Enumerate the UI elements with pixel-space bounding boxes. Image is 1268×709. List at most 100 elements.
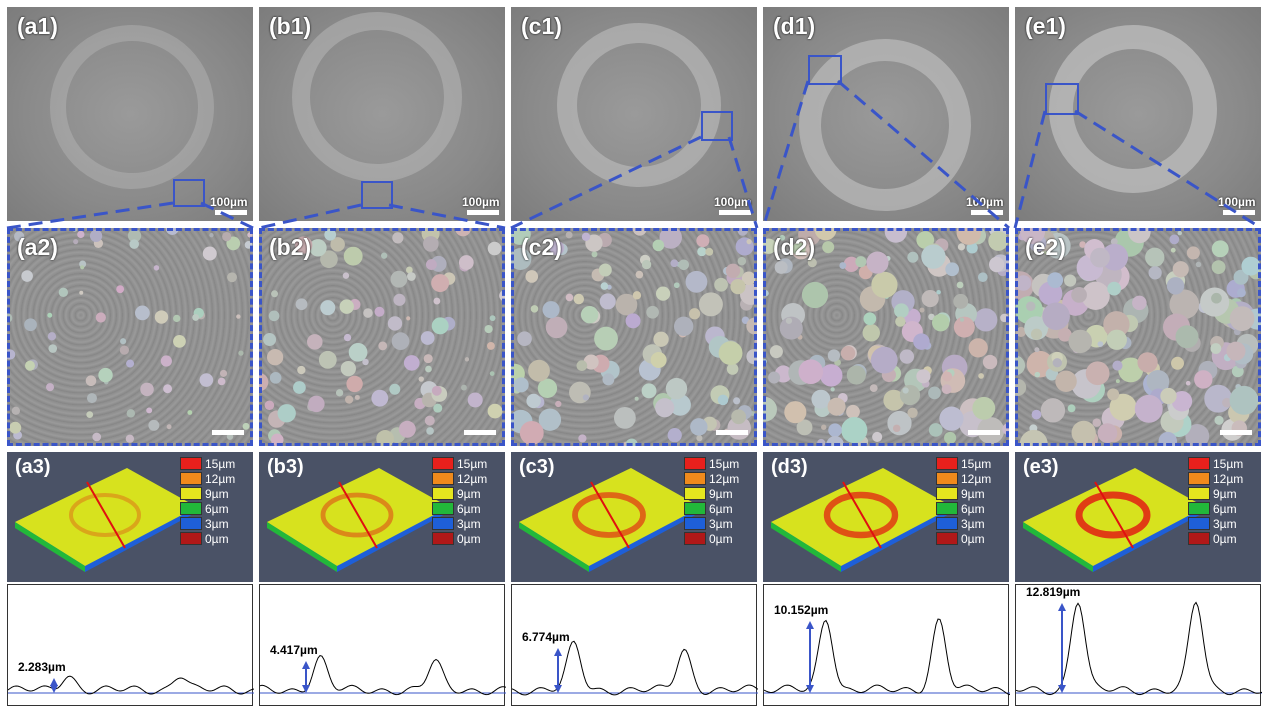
particle bbox=[866, 251, 889, 274]
legend-entry: 9µm bbox=[1188, 486, 1253, 501]
arrow-head-up bbox=[50, 678, 58, 686]
particle bbox=[869, 384, 878, 393]
particle bbox=[1169, 234, 1180, 245]
height-profile-e: 12.819µm bbox=[1015, 584, 1262, 706]
particle bbox=[1170, 247, 1176, 253]
particle bbox=[339, 299, 354, 314]
legend-swatch bbox=[936, 502, 958, 515]
ring-height bbox=[823, 491, 899, 539]
particle bbox=[1055, 370, 1077, 393]
particle bbox=[659, 228, 682, 249]
particle bbox=[406, 316, 411, 321]
zoom-box bbox=[1045, 83, 1079, 115]
panel-label: (c3) bbox=[519, 456, 555, 478]
particle bbox=[959, 317, 965, 322]
legend-entry: 3µm bbox=[1188, 516, 1253, 531]
particle bbox=[839, 262, 847, 269]
zoom-frame bbox=[763, 228, 1009, 446]
legend-label: 9µm bbox=[1213, 486, 1237, 501]
particle bbox=[95, 312, 106, 323]
particle bbox=[1211, 292, 1222, 304]
legend-label: 0µm bbox=[205, 531, 229, 546]
particle bbox=[148, 419, 160, 431]
particle bbox=[343, 246, 363, 266]
particle bbox=[956, 228, 982, 245]
sem-overview-b: (b1) 100µm bbox=[259, 7, 505, 221]
scale-bar-label: 100µm bbox=[966, 195, 1004, 209]
particle bbox=[953, 293, 969, 309]
profile-cut-line bbox=[1094, 481, 1134, 549]
particle bbox=[1222, 397, 1232, 408]
particle bbox=[271, 290, 279, 298]
legend-entry: 9µm bbox=[180, 486, 245, 501]
particle bbox=[862, 324, 880, 342]
particle bbox=[565, 231, 573, 239]
particle-field bbox=[763, 228, 1009, 446]
profile-curve bbox=[764, 618, 1010, 696]
particle bbox=[974, 308, 998, 332]
particle bbox=[1118, 357, 1144, 383]
height-legend: 15µm 12µm 9µm 6µm 3µm 0µm bbox=[936, 456, 1001, 546]
particle bbox=[840, 346, 856, 361]
particle bbox=[705, 247, 714, 256]
particle bbox=[821, 424, 827, 430]
particle bbox=[525, 270, 539, 283]
legend-label: 6µm bbox=[1213, 501, 1237, 516]
legend-label: 12µm bbox=[709, 471, 740, 486]
particle bbox=[425, 365, 432, 373]
sem-magnified-d: (d2) bbox=[763, 228, 1009, 446]
particle bbox=[1241, 256, 1261, 276]
particle bbox=[871, 271, 898, 299]
particle bbox=[92, 432, 102, 442]
deposit-ring bbox=[557, 23, 721, 187]
profile-cut-line bbox=[86, 481, 126, 549]
legend-label: 3µm bbox=[709, 516, 733, 531]
legend-label: 15µm bbox=[961, 456, 992, 471]
peak-height-label: 2.283µm bbox=[18, 660, 66, 674]
particle bbox=[796, 419, 813, 436]
legend-entry: 0µm bbox=[684, 531, 749, 546]
legend-swatch bbox=[684, 517, 706, 530]
particle bbox=[192, 313, 200, 321]
particle bbox=[24, 360, 35, 371]
particle bbox=[47, 312, 53, 318]
particle bbox=[1172, 261, 1189, 278]
particle bbox=[972, 396, 996, 420]
particle bbox=[968, 338, 988, 358]
legend-swatch bbox=[684, 487, 706, 500]
legend-swatch bbox=[432, 487, 454, 500]
height-legend: 15µm 12µm 9µm 6µm 3µm 0µm bbox=[684, 456, 749, 546]
particle bbox=[1148, 266, 1162, 280]
particle bbox=[202, 246, 217, 261]
particle bbox=[690, 418, 708, 436]
legend-entry: 3µm bbox=[936, 516, 1001, 531]
arrow-head-up bbox=[302, 661, 310, 669]
deposit-ring bbox=[50, 25, 214, 189]
particle bbox=[549, 240, 565, 256]
legend-swatch bbox=[180, 532, 202, 545]
legend-swatch bbox=[180, 502, 202, 515]
particle bbox=[565, 293, 574, 302]
particle bbox=[655, 398, 675, 418]
legend-label: 3µm bbox=[1213, 516, 1237, 531]
particle bbox=[1052, 358, 1062, 368]
particle bbox=[1097, 423, 1118, 443]
scale-bar bbox=[719, 210, 751, 215]
particle bbox=[634, 396, 639, 401]
legend-label: 6µm bbox=[961, 501, 985, 516]
particle bbox=[883, 389, 905, 411]
particle bbox=[673, 282, 680, 289]
particle bbox=[363, 308, 373, 318]
sem-overview-a: (a1) 100µm bbox=[7, 7, 253, 221]
legend-entry: 3µm bbox=[432, 516, 497, 531]
panel-label: (a1) bbox=[17, 13, 58, 39]
surface-edge bbox=[267, 522, 337, 572]
legend-label: 12µm bbox=[961, 471, 992, 486]
profile-curve bbox=[1016, 601, 1262, 696]
particle bbox=[678, 259, 690, 271]
particle bbox=[613, 406, 636, 429]
legend-label: 6µm bbox=[709, 501, 733, 516]
particle bbox=[696, 435, 703, 442]
arrow-head-down bbox=[806, 685, 814, 693]
legend-entry: 15µm bbox=[432, 456, 497, 471]
